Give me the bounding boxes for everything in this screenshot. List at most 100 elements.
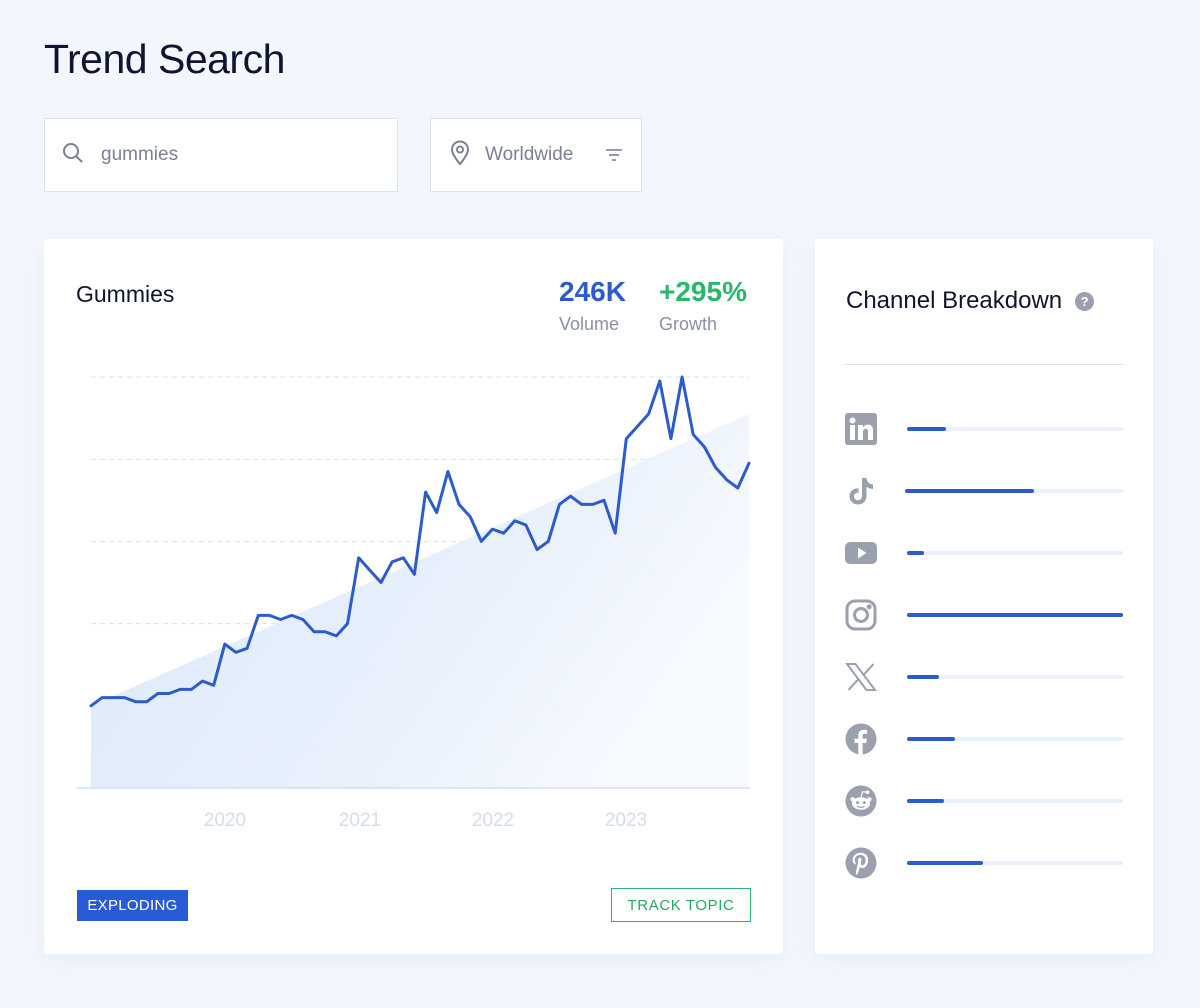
data-point	[647, 412, 650, 416]
data-point	[190, 688, 193, 691]
data-point	[145, 700, 148, 703]
data-point	[257, 614, 260, 617]
trend-card: 2020 2021 2022 2023 Gummies 246K Volume +29…	[44, 239, 783, 954]
data-point	[446, 470, 450, 473]
page-title: Trend Search	[44, 36, 285, 82]
volume-value: 246K	[559, 276, 626, 307]
data-point	[524, 523, 528, 527]
channel-row-instagram	[845, 595, 1125, 635]
growth-metric: +295% Growth	[659, 276, 747, 335]
data-point	[424, 490, 427, 494]
data-point	[580, 503, 583, 506]
data-point	[335, 634, 338, 638]
trendline-area	[91, 413, 749, 788]
search-input[interactable]	[101, 144, 361, 166]
pinterest-bar-fill	[907, 861, 983, 865]
data-point	[636, 425, 639, 428]
volume-series-line	[89, 375, 751, 708]
data-point	[591, 503, 595, 506]
divider	[845, 364, 1123, 365]
x-tick-label: 2022	[472, 810, 514, 831]
data-point	[658, 379, 661, 383]
channel-row-reddit	[845, 781, 1125, 821]
topic-title: Gummies	[76, 281, 175, 307]
data-point	[680, 375, 684, 379]
instagram-icon	[845, 599, 877, 631]
data-point	[245, 647, 249, 650]
data-point	[89, 704, 93, 707]
data-point	[480, 540, 483, 543]
data-point	[692, 433, 695, 436]
data-point	[558, 503, 561, 506]
volume-metric: 246K Volume	[559, 276, 626, 335]
x-bar-fill	[907, 675, 940, 679]
pinterest-bar-track	[907, 861, 1123, 865]
data-point	[101, 696, 104, 699]
tiktok-bar-track	[905, 489, 1123, 493]
facebook-bar-fill	[907, 737, 955, 741]
tiktok-bar-fill	[905, 489, 1034, 493]
x-bar-track	[907, 675, 1123, 679]
data-point	[201, 679, 204, 683]
data-point	[357, 556, 360, 559]
reddit-bar-track	[907, 799, 1123, 803]
data-point	[167, 692, 171, 695]
data-point	[736, 486, 739, 490]
data-point	[535, 548, 539, 551]
data-point	[368, 569, 371, 572]
data-point	[725, 478, 728, 481]
data-point	[491, 527, 494, 531]
data-point	[290, 614, 293, 617]
channel-row-tiktok	[845, 471, 1125, 511]
data-point	[469, 515, 472, 518]
reddit-icon	[845, 785, 877, 817]
data-point	[457, 503, 461, 506]
data-point	[346, 622, 349, 625]
channel-breakdown-title: Channel Breakdown	[846, 287, 1063, 314]
data-point	[279, 618, 282, 621]
data-point	[602, 499, 606, 502]
instagram-bar-track	[907, 613, 1123, 617]
data-point	[390, 560, 394, 564]
data-point	[312, 630, 316, 633]
data-point	[714, 466, 717, 469]
data-point	[112, 696, 115, 699]
reddit-bar-fill	[907, 799, 944, 803]
channel-row-x	[845, 657, 1125, 697]
x-tick-label: 2021	[339, 810, 381, 831]
instagram-bar-fill	[907, 613, 1123, 617]
growth-value: +295%	[659, 276, 747, 307]
volume-label: Volume	[559, 314, 620, 334]
x-tick-label: 2023	[605, 810, 647, 831]
data-point	[747, 462, 751, 465]
data-point	[134, 700, 137, 703]
data-point	[703, 445, 706, 449]
pinterest-icon	[845, 847, 877, 879]
search-box[interactable]	[44, 118, 398, 192]
data-point	[502, 532, 505, 535]
track-topic-button[interactable]: TRACK TOPIC	[611, 888, 751, 922]
data-point	[156, 692, 160, 695]
data-point	[234, 651, 238, 654]
data-point	[179, 688, 182, 691]
filter-icon[interactable]	[605, 148, 623, 167]
youtube-icon	[845, 537, 877, 569]
data-point	[625, 437, 628, 440]
linkedin-bar-fill	[907, 427, 946, 431]
search-icon	[61, 141, 85, 170]
data-point	[123, 696, 126, 699]
youtube-bar-track	[907, 551, 1123, 555]
location-filter[interactable]: Worldwide	[430, 118, 642, 192]
data-point	[379, 581, 383, 584]
channel-row-pinterest	[845, 843, 1125, 883]
channel-row-linkedin	[845, 409, 1125, 449]
x-icon	[845, 661, 877, 693]
youtube-bar-fill	[907, 551, 925, 555]
help-icon[interactable]: ?	[1075, 291, 1095, 311]
linkedin-icon	[845, 413, 877, 445]
data-point	[513, 519, 516, 522]
data-point	[614, 532, 617, 535]
facebook-bar-track	[907, 737, 1123, 741]
linkedin-bar-track	[907, 427, 1123, 431]
location-pin-icon	[449, 140, 471, 171]
